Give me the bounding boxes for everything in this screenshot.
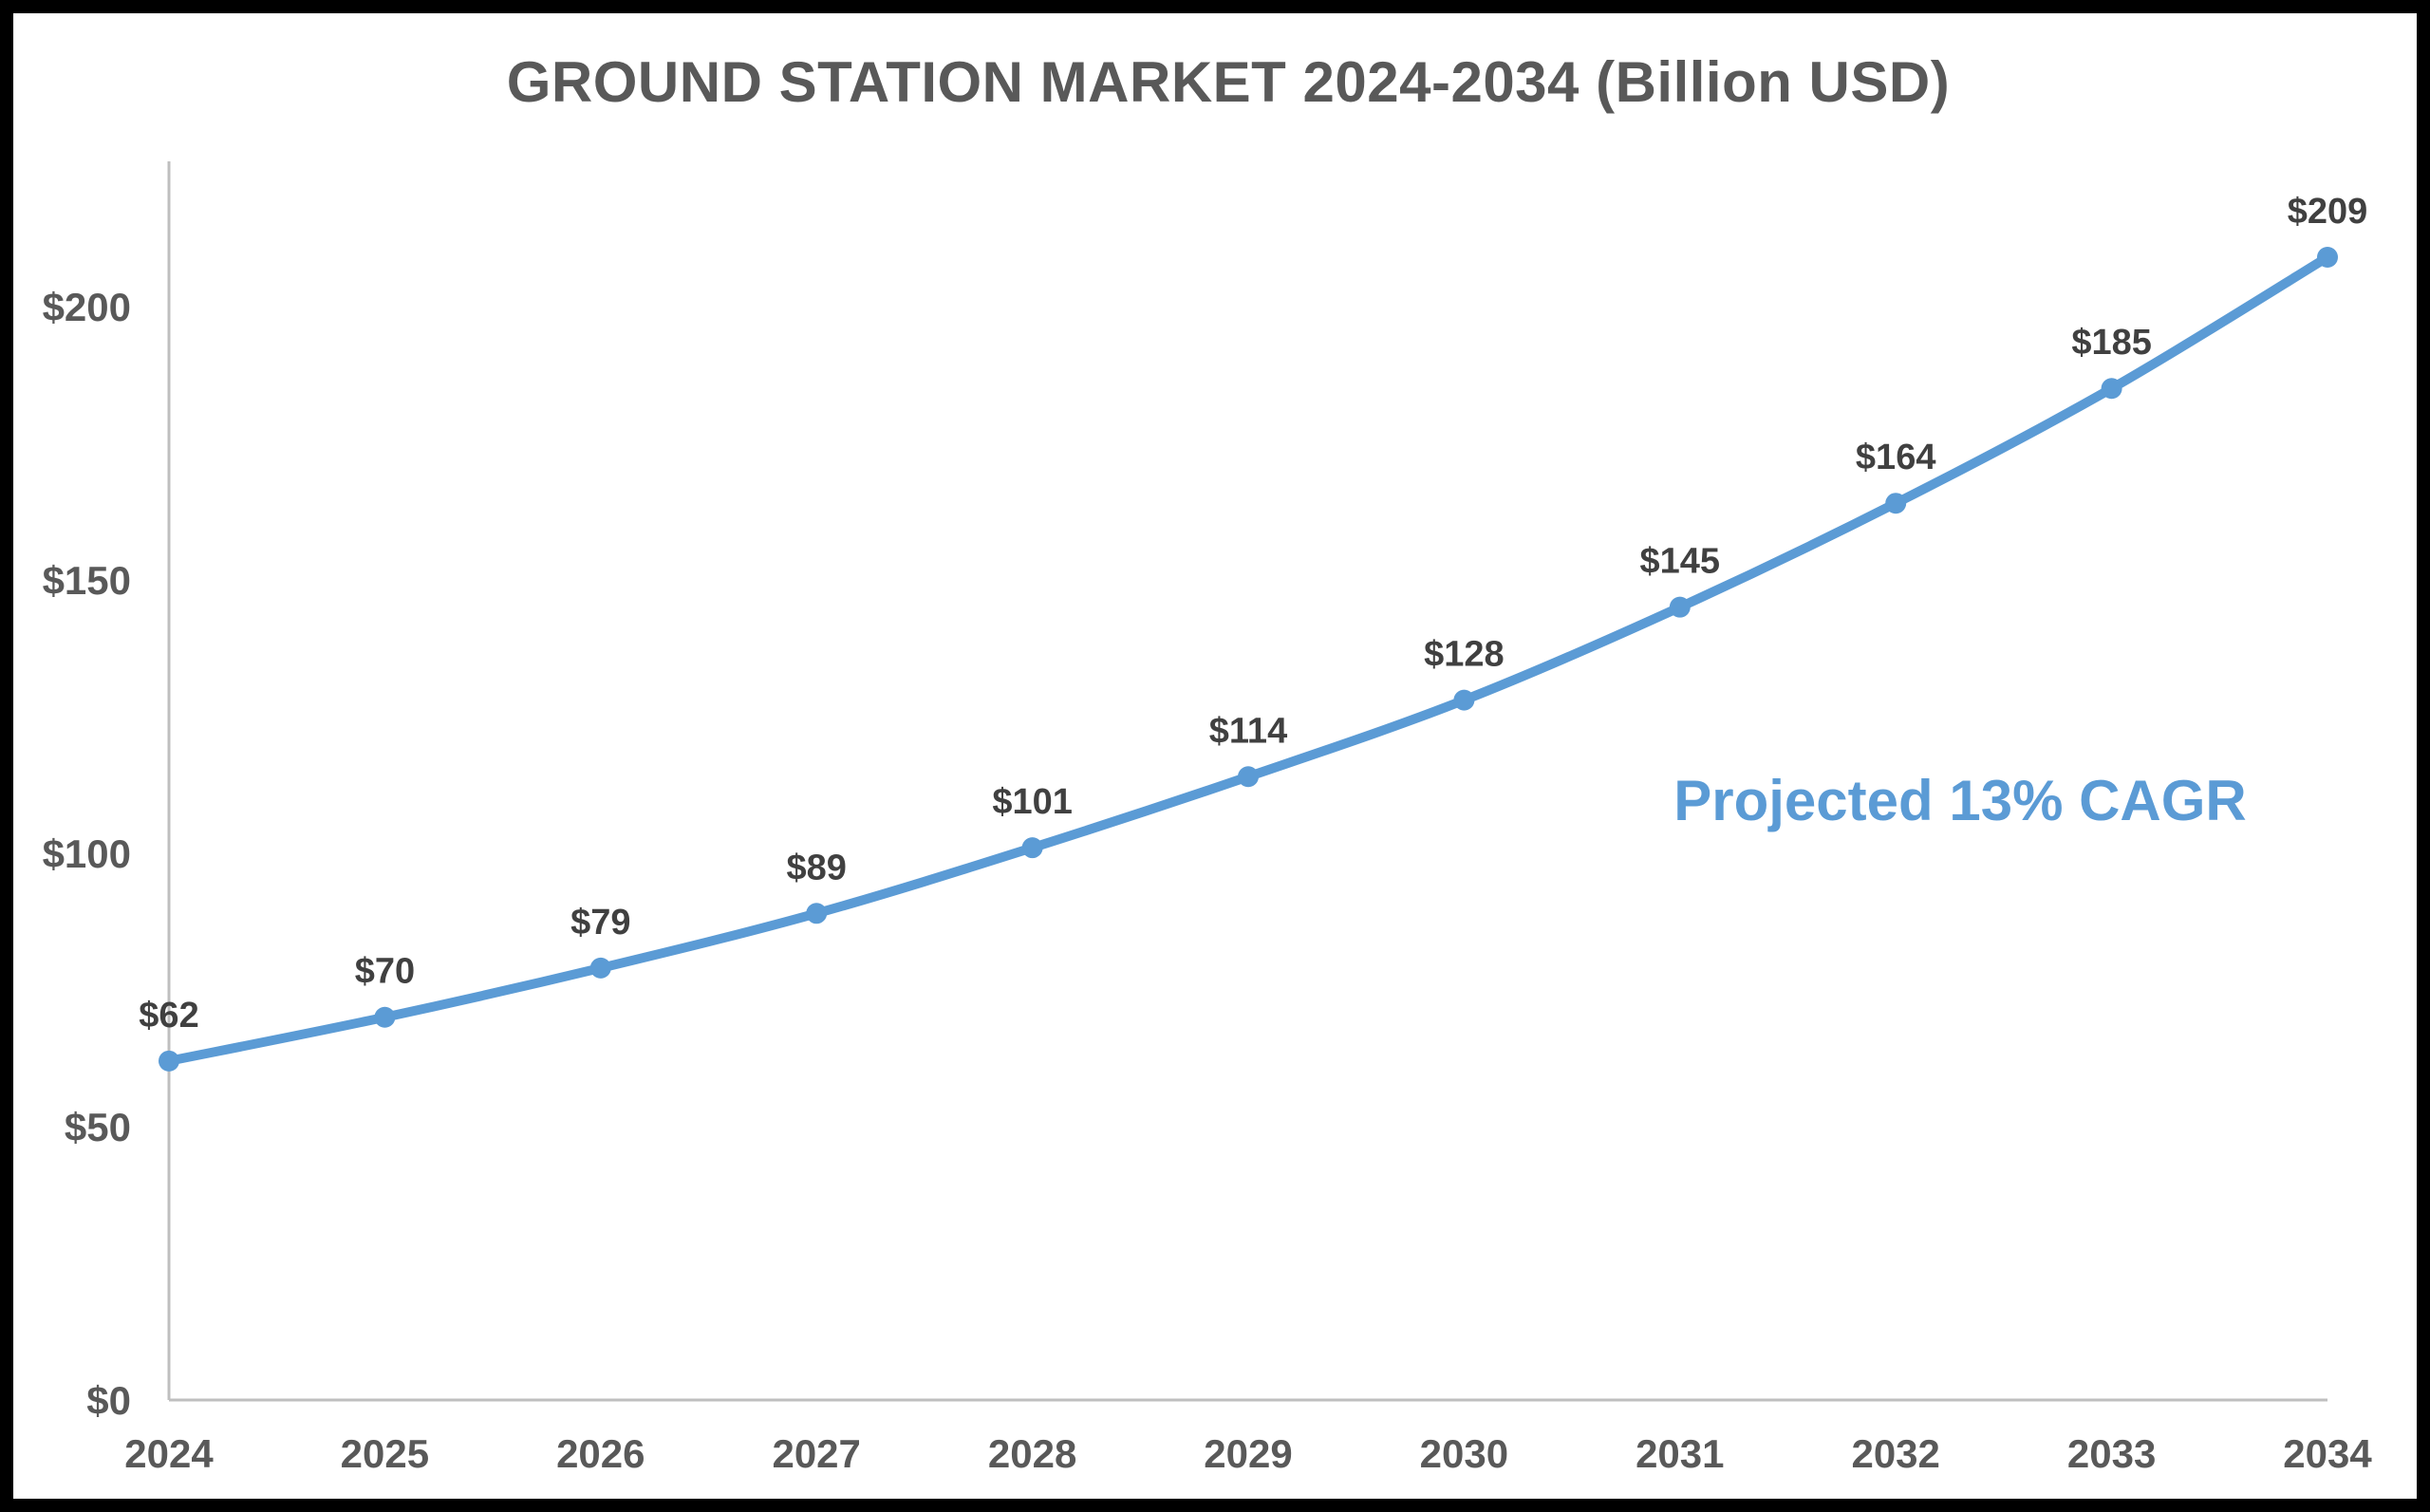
data-labels: $62 $70 $79 $89 $101 $114 $128 $145 $164 $185 $209 <box>139 192 2367 1036</box>
data-label: $101 <box>992 782 1073 822</box>
data-point <box>374 1006 396 1028</box>
cagr-annotation: Projected 13% CAGR <box>1673 769 2247 832</box>
data-point <box>1885 493 1907 514</box>
data-label: $114 <box>1209 711 1287 751</box>
x-tick-label: 2031 <box>1636 1431 1724 1476</box>
x-tick-label: 2034 <box>2283 1431 2372 1476</box>
data-label: $62 <box>139 996 198 1036</box>
data-point <box>1238 766 1259 788</box>
data-point <box>2317 246 2338 268</box>
y-tick-label: $50 <box>65 1105 131 1149</box>
x-tick-label: 2027 <box>772 1431 860 1476</box>
x-tick-label: 2033 <box>2067 1431 2156 1476</box>
x-axis-ticks: 2024 2025 2026 2027 2028 2029 2030 2031 2032 2033… <box>124 1431 2372 1476</box>
data-label: $209 <box>2288 192 2368 232</box>
data-points <box>159 246 2338 1072</box>
data-label: $70 <box>355 952 415 992</box>
x-tick-label: 2028 <box>988 1431 1076 1476</box>
data-point <box>1021 837 1043 859</box>
y-tick-label: $150 <box>43 558 131 603</box>
data-label: $128 <box>1424 635 1505 675</box>
chart-title: GROUND STATION MARKET 2024-2034 (Billion… <box>506 50 1951 114</box>
x-tick-label: 2024 <box>124 1431 214 1476</box>
data-label: $89 <box>786 848 846 887</box>
data-label: $185 <box>2071 323 2152 363</box>
x-tick-label: 2029 <box>1204 1431 1292 1476</box>
y-tick-label: $0 <box>86 1378 131 1423</box>
data-point <box>806 903 828 924</box>
series-line <box>164 252 2332 1066</box>
data-label: $164 <box>1856 438 1936 477</box>
x-tick-label: 2026 <box>556 1431 645 1476</box>
y-tick-label: $100 <box>43 831 131 876</box>
data-label: $145 <box>1640 542 1721 582</box>
y-tick-label: $200 <box>43 285 131 329</box>
x-tick-label: 2032 <box>1851 1431 1939 1476</box>
x-tick-label: 2030 <box>1420 1431 1508 1476</box>
data-point <box>1669 596 1691 618</box>
data-point <box>1453 689 1475 711</box>
data-point <box>2101 378 2122 400</box>
data-point <box>159 1050 179 1072</box>
x-tick-label: 2025 <box>341 1431 429 1476</box>
y-axis-ticks: $0 $50 $100 $150 $200 <box>43 285 131 1423</box>
data-label: $79 <box>570 903 630 943</box>
data-point <box>589 957 611 979</box>
